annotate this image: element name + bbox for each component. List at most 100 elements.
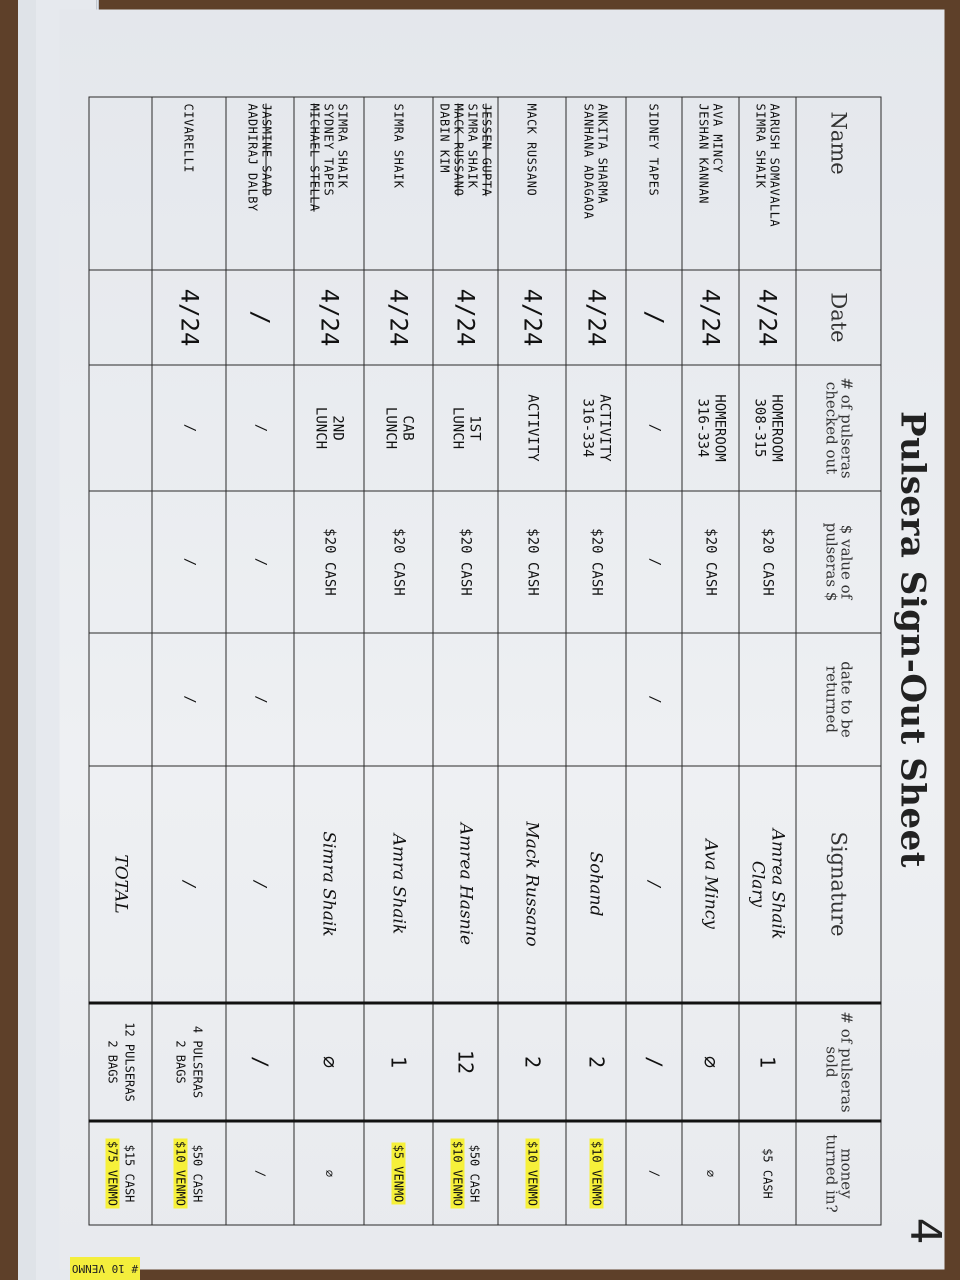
table-body: Aarush Somavalla Simra Shaik 4/24 Homeroom 3… bbox=[89, 97, 796, 1225]
signature-line: Mack Russano bbox=[522, 821, 542, 947]
money-cell: ∅ bbox=[682, 1121, 739, 1225]
header-row: Name Date # of pulseras checked out $ va… bbox=[796, 97, 881, 1225]
checked-out-line: 1st bbox=[466, 415, 483, 441]
header-signature: Signature bbox=[796, 766, 881, 1003]
value-cell: / bbox=[152, 491, 226, 633]
money-amount: $15 CASH bbox=[122, 1144, 137, 1203]
money-amount: $10 VENMO bbox=[525, 1138, 540, 1209]
checked-out-line: 2nd bbox=[330, 415, 346, 441]
signature-line: Simra Shaik bbox=[319, 831, 339, 937]
value-cell: $20 CASH bbox=[294, 491, 364, 633]
sold-line: 2 bags bbox=[174, 1040, 188, 1084]
sold-line: ∅ bbox=[699, 1055, 723, 1069]
date-cell: 4/24 bbox=[739, 270, 796, 365]
sold-line: 4 pulseras bbox=[191, 1025, 205, 1099]
header-checked-out: # of pulseras checked out bbox=[796, 365, 881, 491]
money-amount: $5 VENMO bbox=[392, 1142, 406, 1205]
money-cell: $50 CASH $10 VENMO bbox=[152, 1121, 226, 1225]
checked-out-cell: 2nd Lunch bbox=[294, 365, 364, 491]
money-entry: $15 CASH bbox=[121, 1129, 138, 1219]
date-returned-cell: / bbox=[152, 633, 226, 766]
name-entry: Mack Russano bbox=[451, 103, 466, 197]
checked-out-line: 316-334 bbox=[580, 398, 596, 458]
money-cell: / bbox=[226, 1121, 294, 1225]
money-cell: $10 VENMO bbox=[566, 1121, 626, 1225]
date-returned-cell bbox=[433, 633, 498, 766]
signature-line: / bbox=[179, 881, 199, 887]
sold-line: 2 bbox=[584, 1055, 609, 1069]
checked-out-line: / bbox=[252, 423, 269, 433]
money-amount: / bbox=[647, 1169, 662, 1178]
name-cell: Jessen Gupta Simra Shaik Mack Russano Dabin… bbox=[433, 97, 498, 270]
money-entry: ∅ bbox=[702, 1129, 719, 1219]
table-row: Simra Shaik 4/24 Cab Lunch $20 CASH Amra Shai… bbox=[364, 97, 433, 1225]
sold-line: 12 pulseras bbox=[122, 1022, 137, 1102]
sold-line: / bbox=[642, 1055, 667, 1069]
checked-out-line: 308-315 bbox=[751, 398, 768, 458]
money-cell: $15 CASH $75 VENMO bbox=[89, 1121, 152, 1225]
date-cell: 4/24 bbox=[433, 270, 498, 365]
money-cell: $50 CASH $10 VENMO bbox=[433, 1121, 498, 1225]
signature-line: Clary bbox=[747, 860, 768, 908]
name-cell: Sidney Tapes bbox=[626, 97, 682, 270]
checked-out-line: Homeroom bbox=[768, 394, 785, 462]
sold-cell: 12 pulseras 2 bags bbox=[89, 1003, 152, 1121]
money-amount: $50 CASH bbox=[191, 1144, 205, 1203]
name-entry: Simra Shaik bbox=[465, 103, 480, 189]
money-entry: / bbox=[646, 1129, 663, 1219]
checked-out-line: Activity bbox=[524, 394, 541, 462]
signature-line: Ava Mincy bbox=[700, 839, 721, 929]
signature-line: / bbox=[250, 881, 270, 887]
value-cell bbox=[89, 491, 152, 633]
sold-line: 1 bbox=[756, 1055, 780, 1069]
sold-cell: / bbox=[226, 1003, 294, 1121]
signature-cell: Mack Russano bbox=[498, 766, 566, 1003]
checked-out-cell bbox=[89, 365, 152, 491]
header-value: $ value of pulseras $ bbox=[796, 491, 881, 633]
name-entry: Jeshan Kannan bbox=[696, 103, 711, 204]
money-entry: $5 CASH bbox=[759, 1129, 776, 1219]
checked-out-cell: Homeroom 316-334 bbox=[682, 365, 739, 491]
date-returned-cell bbox=[294, 633, 364, 766]
money-entry: $50 CASH bbox=[189, 1129, 206, 1219]
money-amount: $10 VENMO bbox=[174, 1138, 188, 1209]
checked-out-line: Activity bbox=[597, 394, 613, 462]
signature-cell: / bbox=[152, 766, 226, 1003]
sold-cell: ∅ bbox=[294, 1003, 364, 1121]
signature-line: / bbox=[644, 881, 664, 887]
checked-out-cell: Cab Lunch bbox=[364, 365, 433, 491]
money-entry: ∅ bbox=[321, 1129, 338, 1219]
signature-line: Sohand bbox=[586, 851, 606, 917]
checked-out-line: Lunch bbox=[382, 406, 399, 450]
signature-cell: Sohand bbox=[566, 766, 626, 1003]
date-returned-cell: / bbox=[226, 633, 294, 766]
sold-line: 12 bbox=[454, 1049, 478, 1075]
header-date-returned: date to be returned bbox=[796, 633, 881, 766]
header-name: Name bbox=[796, 97, 881, 270]
checked-out-line: / bbox=[181, 423, 198, 433]
name-entry: Michael Stella bbox=[308, 103, 322, 212]
date-cell: 4/24 bbox=[364, 270, 433, 365]
money-cell: / bbox=[626, 1121, 682, 1225]
value-cell: $20 CASH bbox=[566, 491, 626, 633]
name-entry: Mack Russano bbox=[525, 103, 539, 197]
checked-out-cell: 1st Lunch bbox=[433, 365, 498, 491]
money-amount: $10 VENMO bbox=[589, 1138, 604, 1209]
signature-line: TOTAL bbox=[110, 854, 131, 914]
money-entry: $50 CASH bbox=[466, 1129, 483, 1219]
sold-cell: / bbox=[626, 1003, 682, 1121]
checked-out-cell: / bbox=[626, 365, 682, 491]
date-cell: / bbox=[226, 270, 294, 365]
money-amount: / bbox=[253, 1169, 268, 1178]
date-cell bbox=[89, 270, 152, 365]
signature-cell: / bbox=[226, 766, 294, 1003]
name-cell: Aarush Somavalla Simra Shaik bbox=[739, 97, 796, 270]
value-cell: $20 CASH bbox=[498, 491, 566, 633]
checked-out-line: Homeroom bbox=[711, 394, 728, 462]
money-entry: $10 VENMO bbox=[172, 1129, 189, 1219]
signature-line: Amrea Shaik bbox=[767, 828, 788, 940]
header-date: Date bbox=[796, 270, 881, 365]
sold-cell: 1 bbox=[364, 1003, 433, 1121]
money-cell: $5 CASH bbox=[739, 1121, 796, 1225]
name-entry: Civarelli bbox=[182, 103, 196, 174]
